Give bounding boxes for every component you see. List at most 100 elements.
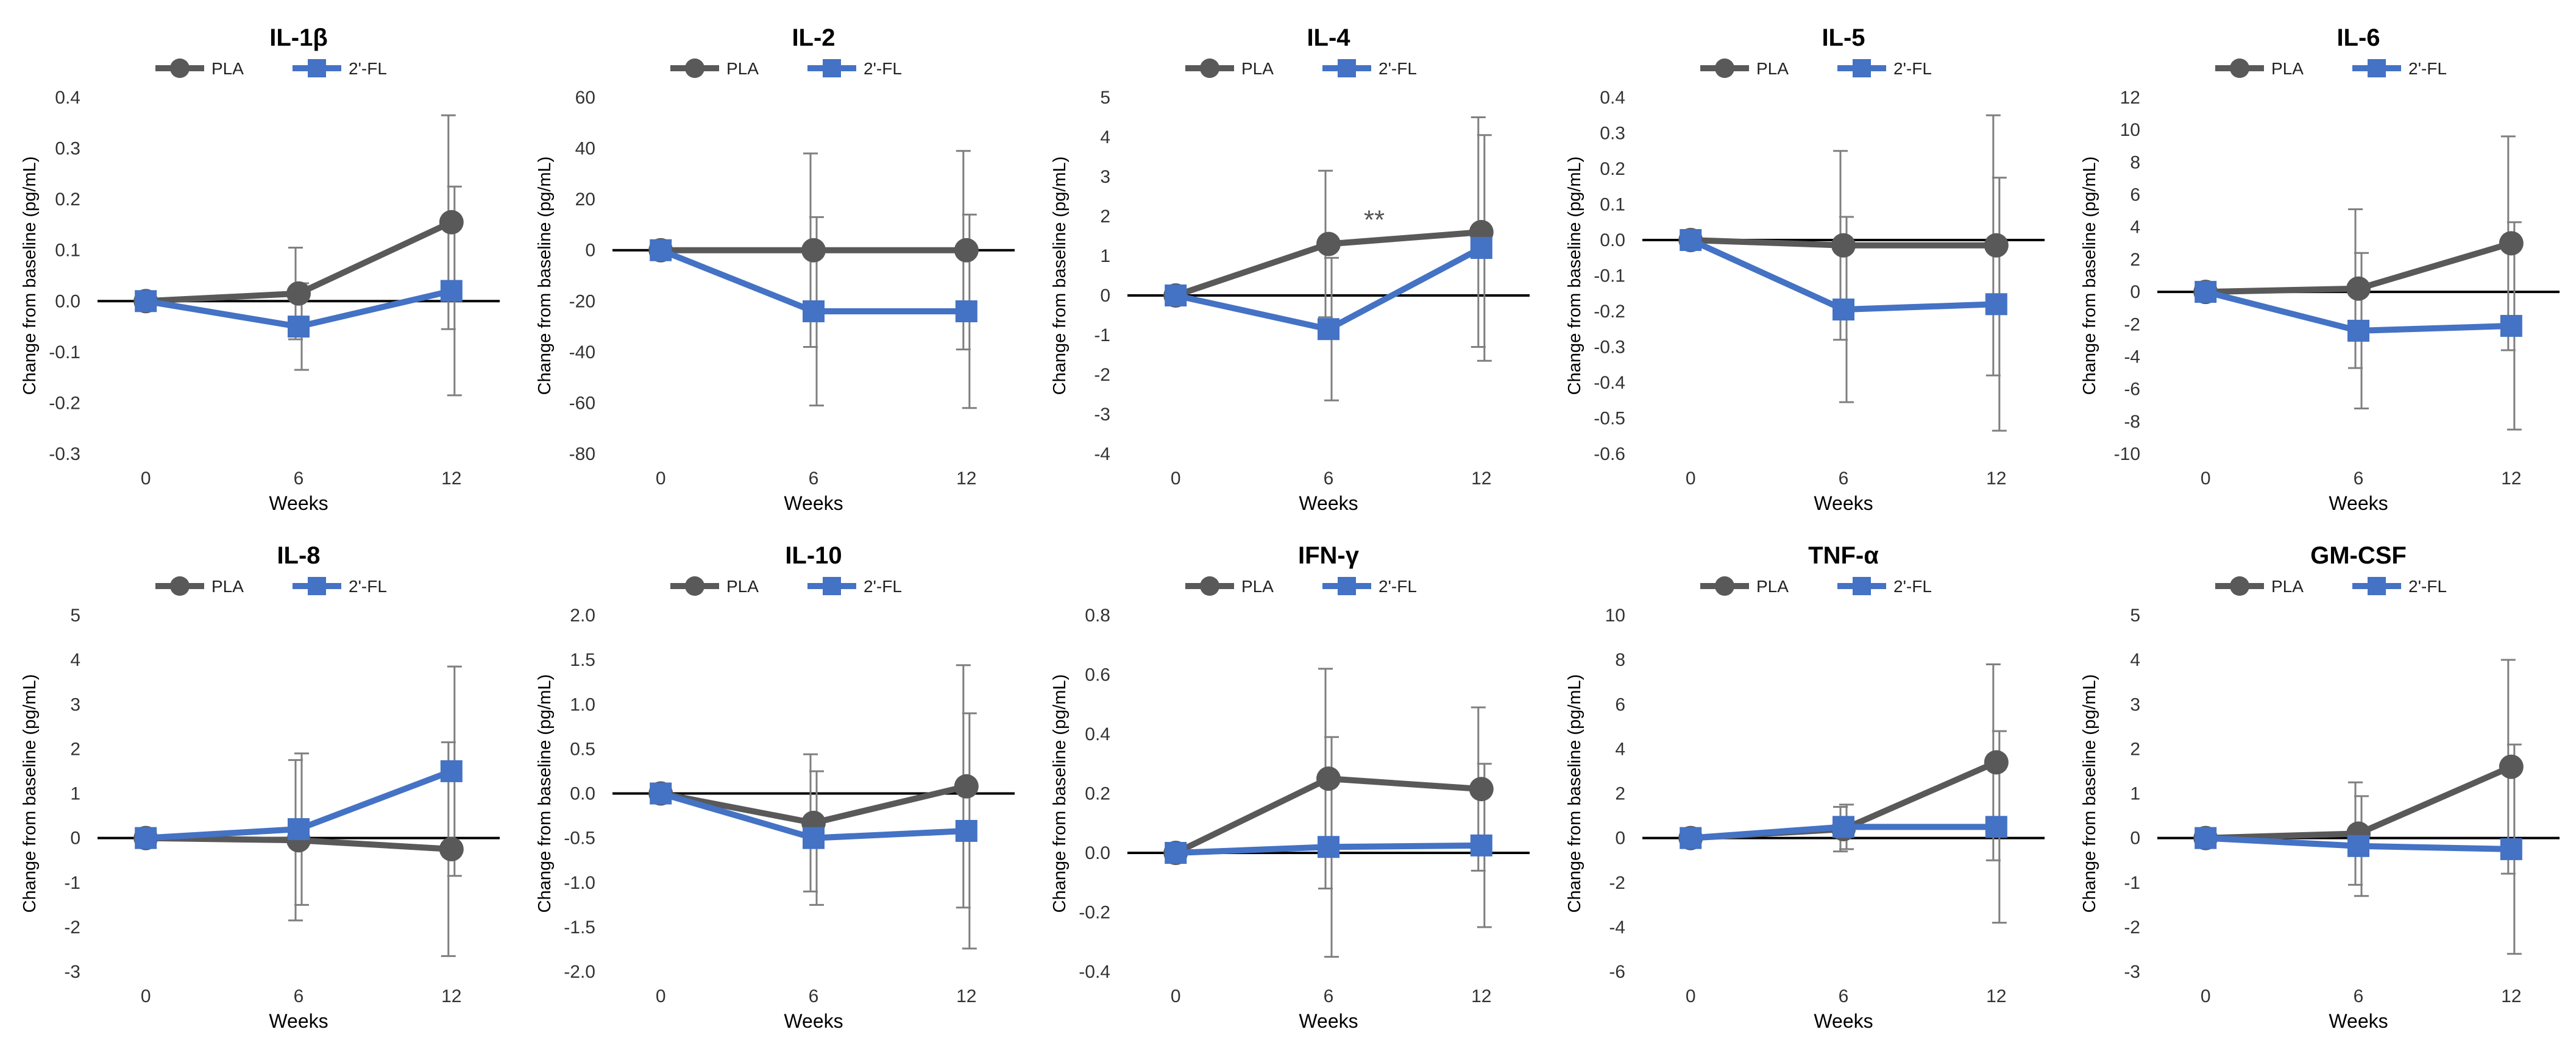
y-tick-label: -4 xyxy=(1609,917,1625,938)
x-tick-label: 12 xyxy=(956,986,976,1006)
x-tick-label: 0 xyxy=(1171,986,1181,1006)
legend-pla-label: PLA xyxy=(1756,577,1789,596)
y-tick-label: -4 xyxy=(1094,444,1110,464)
x-tick-label: 6 xyxy=(2354,986,2364,1006)
y-tick-label: 3 xyxy=(1100,167,1110,187)
y-tick-label: 0.3 xyxy=(55,139,80,159)
y-tick-label: -40 xyxy=(569,342,595,362)
x-tick-label: 0 xyxy=(2201,468,2211,489)
y-tick-label: 6 xyxy=(2130,185,2140,205)
y-tick-label: 4 xyxy=(1100,127,1110,147)
legend-pla-marker xyxy=(685,58,704,78)
data-point-pla xyxy=(1831,233,1856,258)
data-point-2fl xyxy=(440,760,463,782)
data-point-2fl xyxy=(288,316,310,338)
y-tick-label: -2.0 xyxy=(564,962,595,982)
x-tick-label: 6 xyxy=(809,986,819,1006)
y-tick-label: 3 xyxy=(70,694,80,715)
panel-title: IL-10 xyxy=(785,542,842,569)
legend-fl-label: 2'-FL xyxy=(1378,59,1417,78)
y-tick-label: 0.0 xyxy=(1085,843,1110,863)
data-point-2fl xyxy=(803,300,825,322)
x-axis-title: Weeks xyxy=(1299,492,1358,514)
y-tick-label: 1.0 xyxy=(570,694,595,715)
y-tick-label: 0.2 xyxy=(1085,784,1110,804)
data-point-2fl xyxy=(135,290,157,313)
y-tick-label: 5 xyxy=(2130,606,2140,626)
y-tick-label: -1 xyxy=(64,873,80,893)
data-point-2fl xyxy=(1833,299,1854,321)
legend-fl-label: 2'-FL xyxy=(349,577,387,596)
y-tick-label: -1.0 xyxy=(564,873,595,893)
y-tick-label: -0.5 xyxy=(564,829,595,849)
legend-pla-label: PLA xyxy=(1756,59,1789,78)
y-tick-label: 0.5 xyxy=(570,739,595,759)
y-tick-label: -80 xyxy=(569,444,595,464)
legend-pla-marker xyxy=(2230,576,2249,596)
y-tick-label: 6 xyxy=(1615,694,1625,715)
x-tick-label: 6 xyxy=(1324,468,1334,489)
y-tick-label: 20 xyxy=(575,189,595,210)
x-tick-label: 0 xyxy=(1686,468,1696,489)
y-tick-label: -2 xyxy=(64,917,80,938)
data-point-2fl xyxy=(2195,281,2217,303)
data-point-pla xyxy=(1984,750,2009,775)
x-tick-label: 12 xyxy=(1986,986,2006,1006)
legend-pla-marker xyxy=(1200,58,1219,78)
y-axis-title: Change from baseline (pg/mL) xyxy=(1565,157,1584,395)
legend-pla-label: PLA xyxy=(726,577,759,596)
data-point-pla xyxy=(1316,231,1341,256)
legend-fl-label: 2'-FL xyxy=(1893,59,1932,78)
data-point-2fl xyxy=(135,827,157,849)
y-tick-label: -20 xyxy=(569,291,595,311)
y-tick-label: 2 xyxy=(70,739,80,759)
x-axis-title: Weeks xyxy=(784,1010,843,1032)
data-point-2fl xyxy=(955,300,978,322)
y-tick-label: 4 xyxy=(2130,217,2140,238)
data-point-pla xyxy=(439,210,464,235)
y-tick-label: 5 xyxy=(70,606,80,626)
y-tick-label: -1 xyxy=(2124,873,2140,893)
data-point-2fl xyxy=(650,239,672,261)
y-tick-label: -0.1 xyxy=(1594,266,1625,286)
x-tick-label: 12 xyxy=(441,468,461,489)
y-tick-label: -0.2 xyxy=(1079,903,1110,923)
legend-fl-label: 2'-FL xyxy=(2408,59,2447,78)
y-tick-label: 3 xyxy=(2130,694,2140,715)
data-point-2fl xyxy=(1165,842,1187,864)
data-point-pla xyxy=(2346,276,2371,301)
panel-title: IFN-γ xyxy=(1298,542,1360,569)
y-tick-label: -6 xyxy=(1609,962,1625,982)
y-tick-label: 8 xyxy=(1615,650,1625,670)
y-tick-label: -10 xyxy=(2114,444,2140,464)
x-axis-title: Weeks xyxy=(1814,1010,1873,1032)
y-tick-label: 1 xyxy=(70,784,80,804)
y-tick-label: 0.0 xyxy=(1600,230,1625,250)
y-tick-label: 1 xyxy=(1100,246,1110,266)
x-axis-title: Weeks xyxy=(784,492,843,514)
y-axis-title: Change from baseline (pg/mL) xyxy=(1050,674,1070,913)
data-point-pla xyxy=(1316,766,1341,791)
y-tick-label: 0.4 xyxy=(1600,88,1625,108)
y-tick-label: 2 xyxy=(1100,207,1110,227)
legend-pla-marker xyxy=(170,576,190,596)
x-tick-label: 6 xyxy=(294,986,304,1006)
panel-title: IL-1β xyxy=(269,24,328,51)
x-tick-label: 12 xyxy=(1471,986,1491,1006)
x-tick-label: 6 xyxy=(2354,468,2364,489)
legend-pla-label: PLA xyxy=(726,59,759,78)
y-axis-title: Change from baseline (pg/mL) xyxy=(1565,674,1584,913)
x-tick-label: 0 xyxy=(2201,986,2211,1006)
y-tick-label: 4 xyxy=(1615,739,1625,759)
y-tick-label: 0.4 xyxy=(55,88,80,108)
y-tick-label: 0 xyxy=(2130,282,2140,302)
data-point-pla xyxy=(954,774,979,799)
y-tick-label: -0.6 xyxy=(1594,444,1625,464)
x-axis-title: Weeks xyxy=(2329,1010,2388,1032)
data-point-pla xyxy=(439,836,464,861)
y-tick-label: -0.1 xyxy=(49,342,80,362)
legend-fl-marker xyxy=(308,59,326,77)
x-tick-label: 12 xyxy=(1986,468,2006,489)
y-axis-title: Change from baseline (pg/mL) xyxy=(535,674,555,913)
